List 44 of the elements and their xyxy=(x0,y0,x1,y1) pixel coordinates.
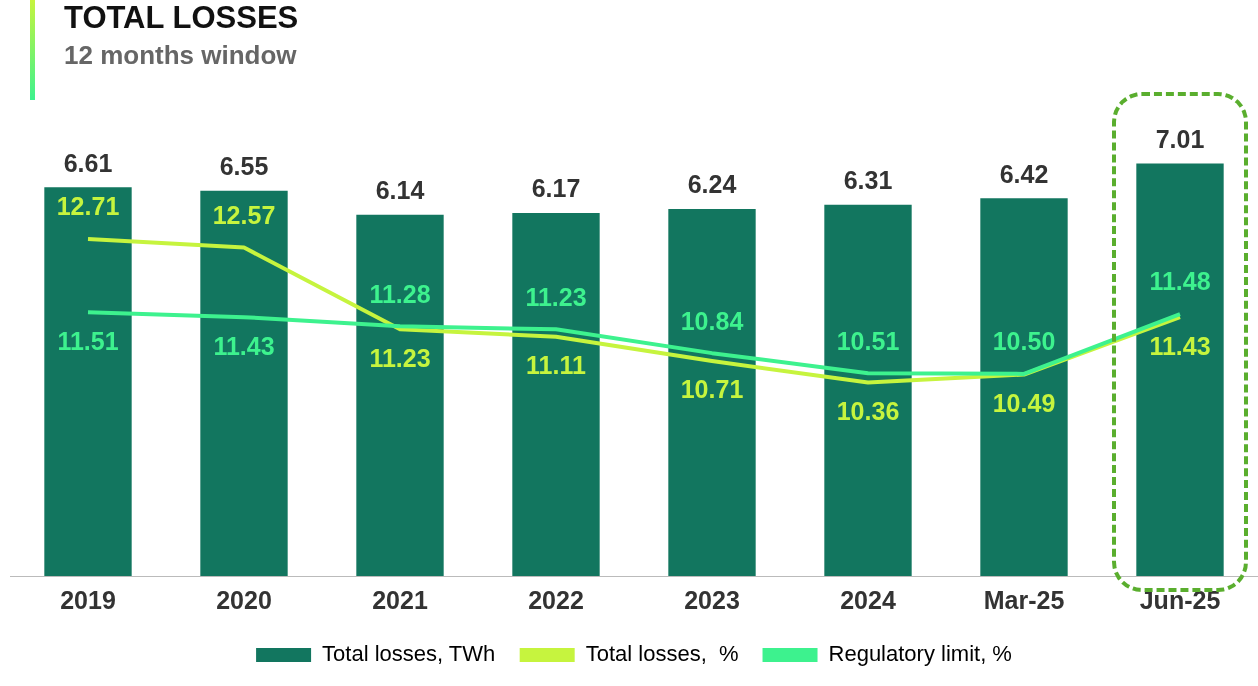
data-label: 10.36 xyxy=(836,396,900,425)
bar xyxy=(824,204,912,576)
data-label: 11.43 xyxy=(1149,331,1211,360)
x-tick-label: 2022 xyxy=(528,585,584,614)
x-tick-label: Jun-25 xyxy=(1139,585,1221,614)
x-tick-label: 2020 xyxy=(216,585,272,614)
data-label: 6.42 xyxy=(999,159,1049,188)
x-tick-label: 2023 xyxy=(684,585,740,614)
data-label: 10.84 xyxy=(680,306,744,335)
legend-label: Total losses, TWh xyxy=(322,641,496,667)
bar xyxy=(200,190,288,576)
bar xyxy=(980,198,1068,576)
data-label: 11.28 xyxy=(369,279,431,308)
x-tick-label: Mar-25 xyxy=(983,585,1065,614)
x-tick-label: 2019 xyxy=(60,585,116,614)
data-label: 10.71 xyxy=(680,375,744,404)
data-label: 6.24 xyxy=(687,170,737,199)
data-label: 6.17 xyxy=(531,174,581,203)
data-label: 6.14 xyxy=(375,176,425,205)
chart-subtitle: 12 months window xyxy=(64,40,297,71)
data-label: 11.23 xyxy=(369,343,431,372)
x-tick-label: 2021 xyxy=(372,585,428,614)
legend-label: Regulatory limit, % xyxy=(828,641,1012,667)
legend-label: Total losses, % xyxy=(585,641,739,667)
bar xyxy=(668,208,756,576)
data-label: 6.31 xyxy=(843,166,893,195)
data-label: 10.51 xyxy=(836,326,900,355)
data-label: 10.49 xyxy=(992,388,1056,417)
bar xyxy=(44,187,132,576)
data-label: 12.71 xyxy=(56,192,120,221)
bar xyxy=(512,213,600,576)
data-label: 12.57 xyxy=(212,200,276,229)
x-tick-label: 2024 xyxy=(840,585,896,614)
data-label: 11.43 xyxy=(213,331,275,360)
data-label: 10.50 xyxy=(992,327,1056,356)
data-label: 11.48 xyxy=(1149,267,1211,296)
data-label: 6.55 xyxy=(219,152,269,181)
data-label: 11.51 xyxy=(57,326,119,355)
data-label: 6.61 xyxy=(63,148,113,177)
data-label: 7.01 xyxy=(1155,125,1205,153)
chart-title: TOTAL LOSSES xyxy=(64,0,299,36)
data-label: 11.23 xyxy=(525,282,587,311)
bar xyxy=(356,214,444,576)
data-label: 11.11 xyxy=(526,351,586,380)
